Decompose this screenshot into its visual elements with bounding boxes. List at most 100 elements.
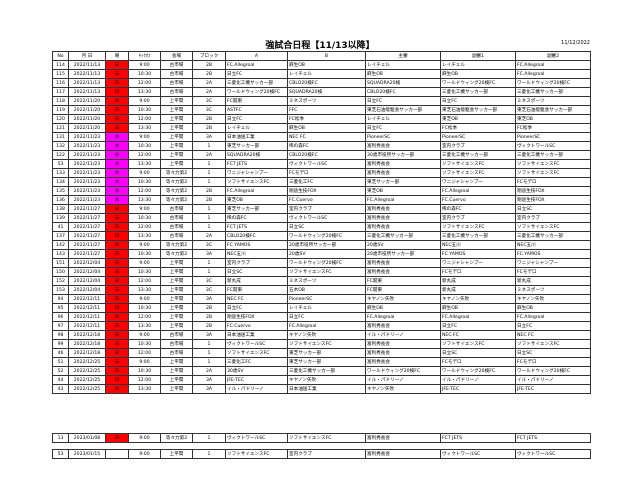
cell: 古市場 xyxy=(160,213,193,223)
cell: 新丸成 xyxy=(225,276,288,286)
cell: 12:00 xyxy=(128,375,161,385)
cell: 9:00 xyxy=(128,258,161,268)
cell: FC.Allegroal xyxy=(365,312,441,322)
cell: 44 xyxy=(52,375,69,385)
cell: FC YAMOS xyxy=(440,249,516,259)
match-row: 143 2022/11/27 日 10:30 等々力第2 3A NEC五川 20歳SV 20歳市… xyxy=(52,249,591,259)
cell: 日立FC xyxy=(365,96,441,106)
day-cell: 日 xyxy=(105,204,129,214)
cell: 1 xyxy=(192,449,226,459)
cell: 2022/12/18 xyxy=(68,348,106,358)
cell: ヴィクトワールSC xyxy=(515,141,591,151)
cell: 室内クラブ xyxy=(515,213,591,223)
cell: 132 xyxy=(52,141,69,151)
cell: 三菱化工FC xyxy=(225,357,288,367)
cell: 134 xyxy=(52,177,69,187)
cell: 古市場 xyxy=(160,231,193,241)
cell: 96 xyxy=(52,312,69,322)
schedule-table: 53 2023/01/15 9:00 上平間 1 ソフトサイエンスFC 室内クラブ 富利秀長会… xyxy=(52,449,591,459)
cell: 9:00 xyxy=(128,96,161,106)
schedule-table: 13 2023/01/08 日 9:00 等々力第2 1 ヴィクトワールSC ソフトサイエンス… xyxy=(52,433,591,443)
cell: FC.Allegroal xyxy=(225,186,288,196)
cell: 99 xyxy=(52,339,69,349)
cell: 1 xyxy=(192,213,226,223)
cell: 9:00 xyxy=(128,240,161,250)
cell: ソフトサイエンスFC xyxy=(225,177,288,187)
cell: 上平間 xyxy=(160,150,193,160)
match-row: 152 2022/12/04 日 12:00 上平間 3C 新丸成 ミネスポーツ FC開東 新丸成… xyxy=(52,276,591,286)
cell: CBLO20検FC xyxy=(225,231,288,241)
cell: 13:30 xyxy=(128,231,161,241)
cell: 上平間 xyxy=(160,303,193,313)
cell: 剛途生技FOX xyxy=(225,312,288,322)
cell: ソフトサイエンスFC xyxy=(440,159,516,169)
cell: ワニジャシャンプー xyxy=(225,168,288,178)
cell: 上平間 xyxy=(160,285,193,295)
cell: 3A xyxy=(192,132,226,142)
cell: 室内クラブ xyxy=(225,258,288,268)
cell: ヴィクトワールSC xyxy=(225,433,288,443)
cell: 137 xyxy=(52,231,69,241)
header-row: No 月 日曜ｷｯｸｵﾌ 会場 ブロック A B 主審 副審1 副審2 xyxy=(52,51,591,61)
match-row: 114 2022/11/13 日 9:00 古市場 2B FC.Allegroal 麻生OB レ… xyxy=(52,60,591,70)
day-cell: 水 xyxy=(105,150,129,160)
cell: 日本油送工業 xyxy=(225,132,288,142)
cell: 上平間 xyxy=(160,258,193,268)
cell: イル・パドリーノ xyxy=(365,330,441,340)
cell: 麻生OB xyxy=(287,60,366,70)
cell: 12:00 xyxy=(128,222,161,232)
cell: 上平間 xyxy=(160,384,193,394)
cell: 五木OB xyxy=(287,285,366,295)
cell: 9:00 xyxy=(128,433,161,443)
match-row: 99 2022/12/18 日 10:30 古市場 1 ヴィクトワールSC ソフトサイエンスF… xyxy=(52,339,591,349)
cell: ワニジャシャンプー xyxy=(440,177,516,187)
cell: 3C xyxy=(192,96,226,106)
cell: 2023/01/15 xyxy=(68,449,106,459)
match-row: 137 2022/11/27 日 13:30 古市場 2A CBLO20検FC ワールドウィン… xyxy=(52,231,591,241)
cell: PioneerSC xyxy=(365,132,441,142)
cell: 麻生OB xyxy=(287,123,366,133)
cell: 室内クラブ xyxy=(287,204,366,214)
match-row: 94 2022/12/11 日 9:00 上平間 3A NEC FC PioneerSC キヤノ… xyxy=(52,294,591,304)
cell: 上平間 xyxy=(160,96,193,106)
cell: FC.Allegroal xyxy=(365,195,441,205)
day-cell: 水 xyxy=(105,168,129,178)
cell: 古市場 xyxy=(160,222,193,232)
column-header: 月 日 xyxy=(68,51,106,61)
column-header: B xyxy=(287,51,366,61)
day-cell: 日 xyxy=(105,339,129,349)
cell: 2022/12/04 xyxy=(68,267,106,277)
cell: 2A xyxy=(192,87,226,97)
cell: 143 xyxy=(52,249,69,259)
cell: 2022/11/27 xyxy=(68,213,106,223)
cell: 麻生OB xyxy=(515,303,591,313)
cell: 9:00 xyxy=(128,330,161,340)
day-cell: 日 xyxy=(105,384,129,394)
cell: 2B xyxy=(192,69,226,79)
day-cell: 日 xyxy=(105,357,129,367)
cell: 1 xyxy=(192,177,226,187)
match-row: 117 2022/11/13 日 13:30 古市場 2A ワールドウィング20検FC SQU… xyxy=(52,87,591,97)
cell: 室内クラブ xyxy=(440,213,516,223)
cell: 94 xyxy=(52,294,69,304)
cell: イル・パドリーノ xyxy=(515,375,591,385)
cell: 12:00 xyxy=(128,276,161,286)
cell: 等々力第2 xyxy=(160,195,193,205)
cell: 富利秀長会 xyxy=(365,433,441,443)
cell: 三菱化工機サッカー部 xyxy=(440,150,516,160)
cell: FC.Allegroal xyxy=(440,186,516,196)
cell: 三菱化工機サッカー部 xyxy=(440,87,516,97)
day-cell: 日 xyxy=(105,267,129,277)
match-row: 116 2022/11/13 日 12:00 古市場 2A 三菱化工機サッカー部 CBLO20… xyxy=(52,78,591,88)
cell: NEC五川 xyxy=(440,240,516,250)
cell: 13:30 xyxy=(128,123,161,133)
cell: 上平間 xyxy=(160,294,193,304)
day-cell: 日 xyxy=(105,78,129,88)
cell: 2022/12/11 xyxy=(68,294,106,304)
cell: 52 xyxy=(52,366,69,376)
day-cell: 日 xyxy=(105,114,129,124)
cell: 剛途生技FOX xyxy=(287,186,366,196)
cell: ソフトサイエンスFC xyxy=(225,449,288,459)
cell: 富利秀長会 xyxy=(365,357,441,367)
day-cell: 日 xyxy=(105,222,129,232)
